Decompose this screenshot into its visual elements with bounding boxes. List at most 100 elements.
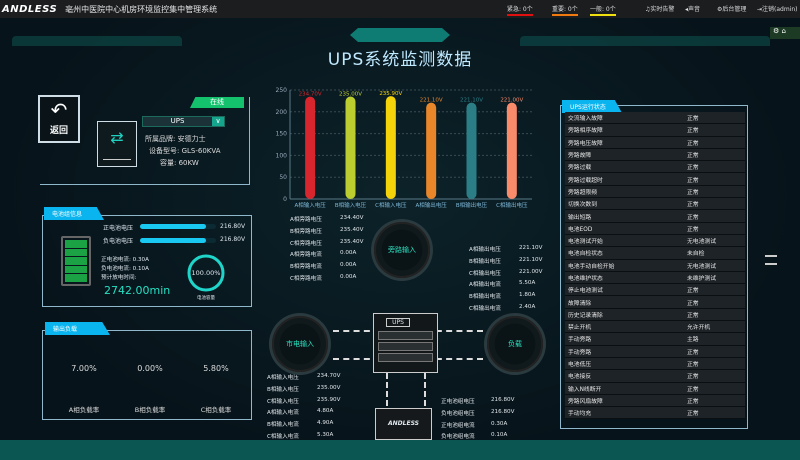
status-row: 旁路相序故障 正常 [565, 124, 745, 137]
status-row: 禁止开机 允许开机 [565, 321, 745, 334]
status-value: 正常 [687, 177, 699, 184]
status-value: 正常 [687, 202, 699, 209]
chevron-down-icon: ∨ [212, 117, 224, 126]
reading-value: 216.80V [491, 408, 515, 415]
reading-row: A相输入电压 234.70V [267, 373, 340, 385]
bar-data-label: 221.00V [500, 98, 523, 104]
y-tick-label: 200 [276, 109, 288, 116]
status-value: 未自检 [687, 251, 705, 258]
x-tick-label: A相输入电压 [295, 201, 327, 209]
status-value: 允许开机 [687, 325, 711, 332]
nav-logout[interactable]: ⇥注销(admin) [757, 6, 798, 13]
speaker-icon: ◂ [685, 6, 689, 13]
output-readings: A相输出电压 221.10V B相输出电压 221.10V C相输出电压 221.00V A… [469, 245, 542, 316]
status-value: 无电池测试 [687, 239, 716, 246]
status-item: 停止电池测试 [568, 288, 603, 295]
status-value: 正常 [687, 214, 699, 221]
device-model: 设备型号: GLS-60KVA [149, 147, 221, 155]
bell-icon: ♫ [645, 6, 651, 13]
alarm-urgent[interactable]: 紧急: 0个 [507, 4, 533, 16]
status-value: 正常 [687, 312, 699, 319]
mains-readings: A相输入电压 234.70V B相输入电压 235.00V C相输入电压 235.90V A… [267, 373, 340, 444]
device-select[interactable]: UPS ∨ [142, 116, 225, 127]
home-icon: ⌂ [781, 27, 786, 35]
reading-row: A相输出电流 5.50A [469, 280, 542, 292]
status-row: 旁路过载 正常 [565, 161, 745, 174]
reading-row: B相输入电流 4.90A [267, 420, 340, 432]
voltage-bar-chart: 0 50 100 150 200 250 234.70V A相输入电压 235.00V B相输入电… [276, 87, 532, 209]
output-load-panel [42, 330, 252, 420]
reading-row: B相输入电压 235.00V [267, 385, 340, 397]
status-item: 电池手动自检开始 [568, 263, 615, 270]
bar-data-label: 234.70V [299, 92, 322, 98]
pos-voltage-label: 正电池电压 [103, 225, 134, 232]
bypass-input-node: 旁路输入 [374, 222, 430, 278]
reading-value: 4.90A [317, 420, 334, 427]
reading-row: C相输出电流 2.40A [469, 304, 542, 316]
status-item: 手动旁路 [568, 337, 592, 344]
reading-row: 正电池组电流 0.30A [441, 421, 514, 433]
nav-sound[interactable]: ◂声音 [685, 6, 701, 13]
nav-realtime-alarm[interactable]: ♫实时告警 [645, 6, 675, 13]
back-button[interactable]: ↶ 返回 [38, 95, 80, 143]
reading-value: 234.40V [340, 215, 364, 221]
neg-voltage-value: 216.80V [220, 236, 246, 243]
reading-row: C相旁路电压 235.40V [290, 239, 363, 251]
reading-value: 221.00V [519, 268, 543, 275]
reading-value: 2.40A [519, 303, 536, 310]
settings-icon: ⚙ [773, 27, 780, 35]
neg-current: 负电池电流: 0.10A [101, 266, 149, 272]
status-value: 正常 [687, 140, 699, 147]
bar [426, 102, 437, 199]
battery_group-readings: 正电池组电压 216.80V 负电池组电压 216.80V 正电池组电流 0.30A 负电池… [441, 397, 514, 444]
status-row: 手动旁路 正常 [565, 345, 745, 358]
x-tick-label: C相输出电压 [496, 201, 528, 209]
battery-capacity-value: 100.00% [191, 269, 221, 277]
x-tick-label: A相输出电压 [416, 201, 448, 209]
ups-unit: UPS [373, 313, 438, 373]
x-tick-label: B相输出电压 [456, 201, 488, 209]
status-item: 手动旁路 [568, 349, 592, 356]
reading-label: A相输出电压 [469, 247, 501, 253]
status-item: 旁路风扇故障 [568, 398, 603, 405]
reading-value: 234.70V [317, 373, 341, 379]
status-row: 电池维护状态 未维护测试 [565, 271, 745, 285]
nav-admin[interactable]: ⚙后台管理 [717, 6, 747, 13]
y-tick-label: 100 [276, 152, 288, 159]
reading-row: B相旁路电流 0.00A [290, 262, 363, 274]
status-row: 旁路风扇故障 正常 [565, 394, 745, 408]
reading-label: A相旁路电流 [290, 252, 322, 259]
decor-strip [350, 28, 450, 42]
status-item: 手动均充 [568, 411, 592, 418]
status-row: 电池测试开始 无电池测试 [565, 234, 745, 248]
bar-data-label: 221.10V [420, 98, 443, 104]
logout-icon: ⇥ [757, 6, 763, 13]
battery-icon [61, 236, 91, 286]
reading-label: 负电池组电流 [441, 434, 475, 441]
reading-row: A相输入电流 4.80A [267, 408, 340, 420]
load-gauge-label: A相负载率 [68, 406, 100, 414]
status-value: 正常 [687, 349, 699, 356]
scrollbar-handle[interactable] [765, 255, 777, 265]
reading-value: 5.30A [317, 431, 334, 438]
device-panel [40, 97, 250, 185]
status-item: 禁止开机 [568, 325, 592, 332]
x-tick-label: B相输入电压 [335, 201, 367, 209]
bar-data-label: 235.00V [339, 92, 362, 98]
pos-current: 正电池电流: 0.30A [101, 257, 149, 263]
reading-label: B相旁路电压 [290, 228, 322, 235]
reading-row: A相旁路电压 234.40V [290, 215, 363, 227]
reading-value: 235.40V [340, 226, 364, 233]
status-item: 旁路过载超时 [568, 177, 603, 184]
status-value: 未维护测试 [687, 276, 716, 282]
status-value: 正常 [687, 116, 699, 123]
y-tick-label: 50 [279, 174, 287, 181]
pos-voltage-value: 216.80V [220, 223, 246, 230]
status-value: 正常 [687, 226, 699, 233]
tools-button[interactable]: ⚙ ⌂ [770, 27, 800, 39]
alarm-important[interactable]: 重要: 0个 [552, 4, 578, 16]
alarm-normal[interactable]: 一般: 0个 [590, 4, 616, 16]
reading-value: 1.80A [519, 292, 536, 299]
reading-label: C相输出电流 [469, 305, 501, 312]
reading-value: 0.00A [340, 273, 357, 280]
